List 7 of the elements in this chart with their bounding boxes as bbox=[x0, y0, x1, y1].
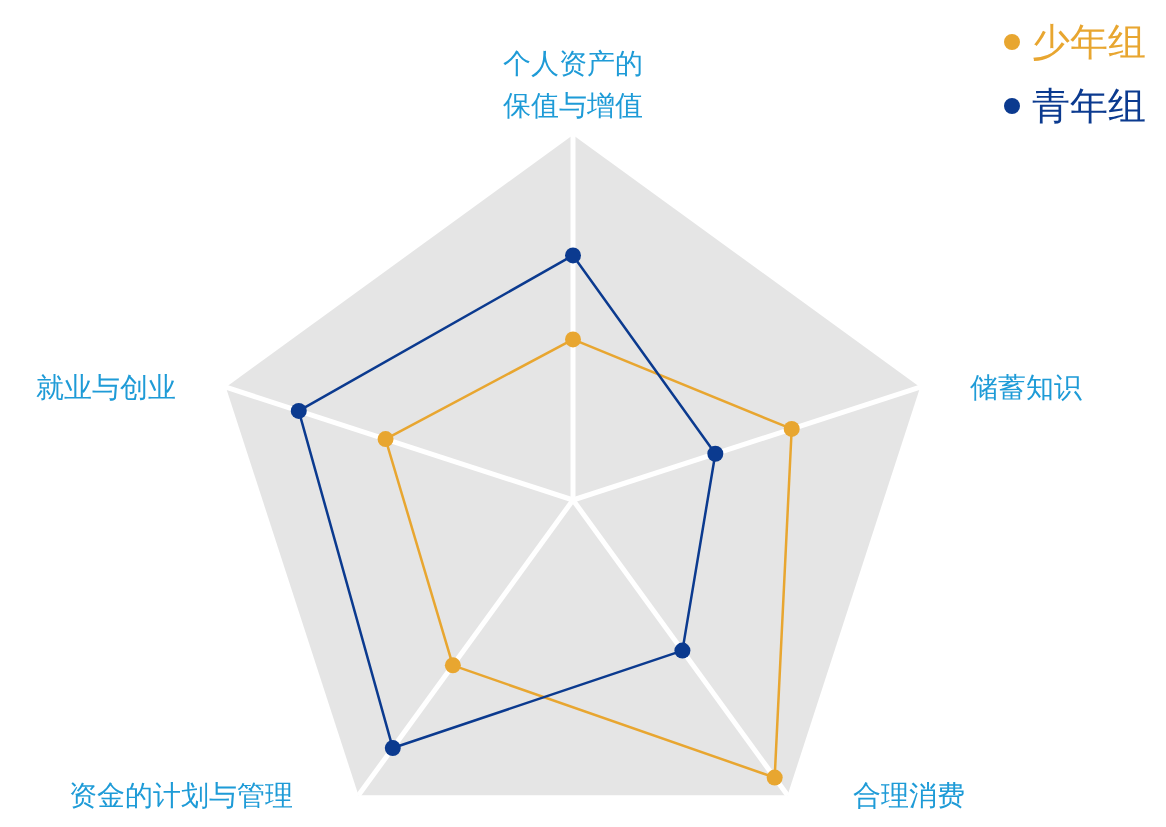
spoke-label: 就业与创业 bbox=[35, 372, 176, 404]
legend-label: 少年组 bbox=[1032, 21, 1146, 63]
spoke-label: 个人资产的保值与增值 bbox=[503, 48, 643, 121]
spoke-label: 资金的计划与管理 bbox=[69, 780, 294, 812]
legend-label: 青年组 bbox=[1032, 85, 1146, 127]
spoke-label: 储蓄知识 bbox=[970, 372, 1083, 404]
spoke-label: 合理消费 bbox=[852, 780, 965, 812]
